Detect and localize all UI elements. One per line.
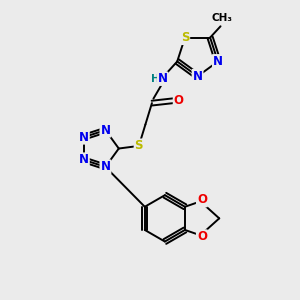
Text: O: O bbox=[197, 230, 207, 243]
Text: N: N bbox=[213, 55, 223, 68]
Text: N: N bbox=[100, 124, 110, 136]
Text: S: S bbox=[135, 140, 143, 152]
Text: N: N bbox=[79, 153, 89, 167]
Text: CH₃: CH₃ bbox=[212, 13, 233, 23]
Text: H: H bbox=[151, 74, 160, 84]
Text: N: N bbox=[158, 72, 168, 85]
Text: S: S bbox=[181, 31, 189, 44]
Text: O: O bbox=[174, 94, 184, 107]
Text: N: N bbox=[100, 160, 110, 173]
Text: O: O bbox=[197, 194, 207, 206]
Text: N: N bbox=[193, 70, 202, 83]
Text: N: N bbox=[79, 131, 89, 144]
